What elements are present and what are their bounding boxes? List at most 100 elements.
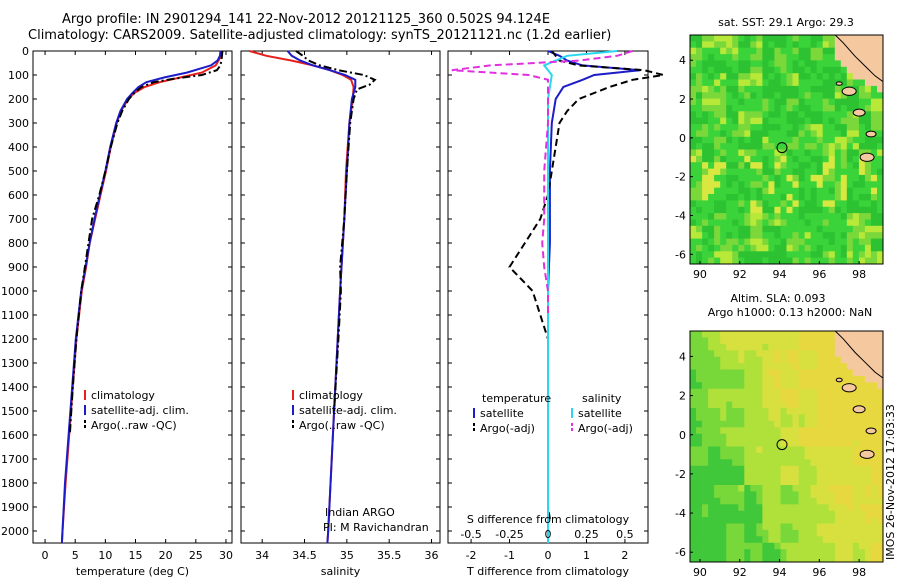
map-cell	[798, 343, 805, 351]
map-cell	[708, 337, 715, 345]
map-cell	[810, 536, 817, 544]
map-cell	[828, 219, 836, 227]
map-cell	[756, 85, 763, 93]
map-cell	[774, 536, 781, 544]
map-cell	[822, 111, 830, 119]
map-cell	[816, 465, 824, 473]
map-cell	[780, 149, 787, 157]
island-shape	[859, 449, 875, 459]
map-cell	[877, 485, 884, 492]
map-cell	[840, 79, 848, 87]
map-cell	[780, 382, 787, 390]
map-cell	[864, 174, 872, 182]
map-cell	[822, 238, 830, 246]
x-tick-label: 92	[733, 268, 747, 281]
map-cell	[846, 35, 854, 42]
map-cell	[720, 187, 727, 195]
map-cell	[870, 60, 878, 68]
map-cell	[726, 504, 733, 512]
map-cell	[732, 472, 739, 479]
map-cell	[804, 232, 811, 239]
map-cell	[810, 105, 817, 112]
map-cell	[756, 440, 763, 447]
map-cell	[732, 168, 739, 176]
map-cell	[828, 369, 836, 377]
map-cell	[738, 225, 745, 233]
map-cell	[708, 414, 715, 422]
map-cell	[834, 54, 842, 61]
series-line-satellite	[542, 50, 618, 543]
map-cell	[732, 117, 739, 125]
map-cell	[762, 41, 769, 49]
map-cell	[786, 105, 793, 112]
x-tick-label: 1	[583, 549, 590, 562]
map-cell	[708, 478, 715, 486]
map-cell	[774, 491, 781, 499]
map-cell	[780, 85, 787, 93]
map-cell	[702, 440, 709, 447]
map-cell	[780, 41, 787, 49]
map-cell	[816, 408, 824, 415]
map-cell	[852, 523, 860, 531]
map-cell	[858, 98, 866, 106]
map-cell	[810, 60, 817, 68]
map-cell	[738, 350, 745, 358]
map-cell	[816, 356, 824, 364]
map-cell	[804, 225, 811, 233]
map-cell	[726, 155, 733, 163]
map-cell	[702, 491, 709, 499]
map-cell	[702, 472, 709, 479]
map-cell	[870, 73, 878, 80]
map-cell	[840, 478, 848, 486]
map-cell	[696, 465, 703, 473]
map-cell	[726, 375, 733, 383]
map-cell	[810, 433, 817, 441]
map-cell	[828, 251, 836, 259]
map-cell	[780, 523, 787, 531]
map-cell	[720, 219, 727, 227]
map-cell	[816, 555, 824, 563]
map-cell	[828, 350, 836, 358]
map-cell	[726, 427, 733, 435]
map-cell	[870, 536, 878, 544]
map-cell	[877, 529, 884, 537]
legend-label: satellite-adj. clim.	[299, 404, 397, 417]
map-cell	[870, 41, 878, 49]
x-axis-label: T difference from climatology	[466, 565, 629, 578]
map-cell	[702, 251, 709, 259]
map-cell	[708, 136, 715, 144]
map-cell	[762, 54, 769, 61]
map-cell	[877, 408, 884, 415]
map-cell	[792, 225, 799, 233]
map-cell	[798, 408, 805, 415]
map-cell	[840, 433, 848, 441]
map-cell	[858, 168, 866, 176]
map-cell	[834, 478, 842, 486]
map-cell	[786, 542, 793, 550]
map-cell	[834, 187, 842, 195]
map-cell	[696, 206, 703, 214]
map-cell	[810, 472, 817, 479]
map-cell	[810, 459, 817, 467]
map-cell	[798, 491, 805, 499]
map-cell	[696, 117, 703, 125]
map-cell	[690, 529, 697, 537]
map-cell	[792, 420, 799, 428]
map-cell	[864, 331, 872, 338]
map-cell	[714, 225, 721, 233]
map-cell	[732, 452, 739, 460]
map-cell	[762, 549, 769, 556]
map-cell	[864, 343, 872, 351]
map-cell	[858, 213, 866, 220]
map-cell	[768, 251, 775, 259]
map-cell	[798, 485, 805, 492]
map-cell	[750, 66, 757, 74]
map-cell	[768, 510, 775, 518]
map-cell	[750, 136, 757, 144]
map-cell	[864, 143, 872, 150]
map-cell	[726, 459, 733, 467]
map-cell	[822, 401, 830, 409]
map-cell	[834, 433, 842, 441]
map-cell	[696, 79, 703, 87]
map-cell	[732, 414, 739, 422]
